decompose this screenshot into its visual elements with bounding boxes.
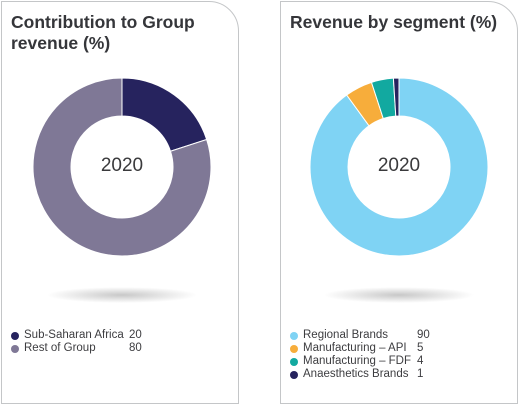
legend-label: Anaesthetics Brands — [303, 368, 409, 380]
donut-slice — [309, 77, 489, 257]
segment-donut-chart: 2020 — [309, 77, 489, 303]
legend: Regional Brands 90 Manufacturing – API 5… — [290, 329, 430, 381]
legend-label: Manufacturing – API — [303, 342, 407, 354]
legend-label: Rest of Group — [24, 342, 96, 354]
center-year-label: 2020 — [101, 155, 143, 176]
legend-swatch — [11, 331, 19, 340]
donut-slice — [32, 77, 212, 257]
legend-swatch — [290, 331, 298, 340]
legend-swatch — [11, 344, 19, 353]
chart-shadow — [47, 287, 197, 303]
donut-slice — [392, 77, 400, 117]
chart-shadow — [324, 287, 474, 303]
legend-label: Manufacturing – FDF — [303, 355, 412, 367]
legend-swatch — [290, 370, 298, 379]
legend-value: 1 — [417, 368, 424, 380]
legend-item: Sub-Saharan Africa 20 — [11, 329, 142, 342]
legend-value: 5 — [417, 342, 424, 354]
legend: Sub-Saharan Africa 20 Rest of Group 80 — [11, 329, 142, 355]
contribution-chart-card: Contribution to Group revenue (%) 2020 S… — [1, 1, 239, 404]
segment-chart-card: Revenue by segment (%) 2020 Regional Bra… — [280, 1, 518, 404]
donut-slice — [121, 77, 208, 152]
legend-label: Sub-Saharan Africa — [24, 329, 124, 341]
center-year-label: 2020 — [378, 155, 420, 176]
chart-title: Revenue by segment (%) — [290, 12, 498, 32]
legend-label: Regional Brands — [303, 329, 389, 341]
legend-swatch — [290, 357, 298, 366]
legend-value: 80 — [129, 342, 142, 354]
legend-item: Anaesthetics Brands 1 — [290, 368, 430, 381]
legend-item: Manufacturing – FDF 4 — [290, 355, 430, 368]
legend-swatch — [290, 344, 298, 353]
contribution-donut-chart: 2020 — [32, 77, 212, 303]
legend-item: Rest of Group 80 — [11, 342, 142, 355]
legend-item: Manufacturing – API 5 — [290, 342, 430, 355]
legend-value: 90 — [417, 329, 430, 341]
legend-item: Regional Brands 90 — [290, 329, 430, 342]
legend-value: 4 — [417, 355, 424, 367]
chart-title: Contribution to Group revenue (%) — [11, 12, 195, 53]
legend-value: 20 — [129, 329, 142, 341]
